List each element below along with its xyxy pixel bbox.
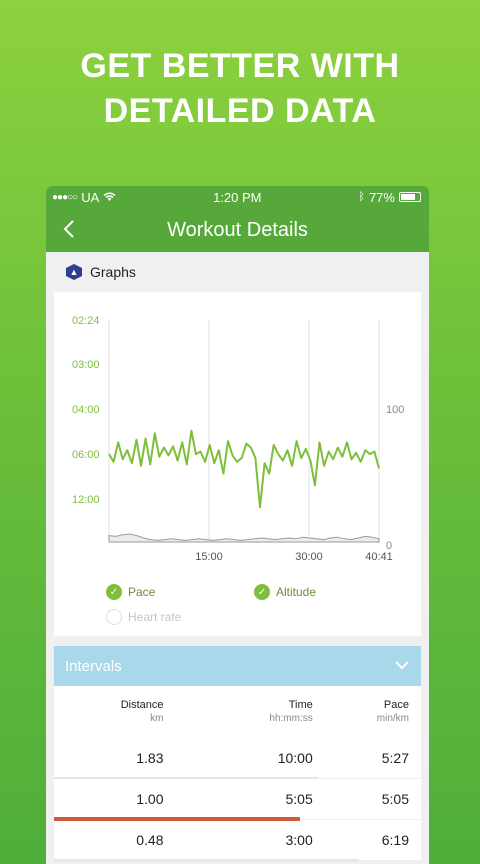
checkmark-icon: ✓ bbox=[106, 584, 122, 600]
column-label: Pace bbox=[383, 699, 409, 711]
phone-screen: ●●●○○ UA 1:20 PM ᛒ 77% Workout Details ▲… bbox=[46, 186, 429, 864]
y-axis-tick-label: 03:00 bbox=[72, 359, 100, 371]
column-pace: Pace min/km bbox=[318, 698, 421, 726]
nav-title: Workout Details bbox=[167, 218, 308, 241]
x-axis-tick-label: 15:00 bbox=[195, 551, 223, 563]
battery-percent: 77% bbox=[368, 189, 395, 205]
carrier-name: UA bbox=[81, 189, 100, 205]
graphs-section-header: ▲ Graphs bbox=[46, 252, 429, 292]
legend-heart-rate-toggle[interactable]: Heart rate bbox=[106, 609, 181, 625]
altitude-series-area bbox=[108, 533, 380, 543]
column-label: Distance bbox=[120, 699, 164, 711]
intervals-table: Distance km Time hh:mm:ss Pace min/km 1.… bbox=[54, 686, 421, 862]
status-time: 1:20 PM bbox=[213, 189, 262, 205]
cell-pace: 5:27 bbox=[381, 750, 409, 766]
table-row[interactable]: 0.48 3:00 6:19 bbox=[54, 820, 421, 862]
x-axis-tick-label: 40:41 bbox=[365, 551, 393, 563]
chevron-down-icon[interactable] bbox=[395, 657, 409, 675]
headline: GET BETTER WITH DETAILED DATA bbox=[0, 44, 480, 134]
graphs-title: Graphs bbox=[90, 264, 136, 280]
checkmark-icon: ✓ bbox=[254, 584, 270, 600]
legend-altitude-label: Altitude bbox=[276, 585, 317, 599]
legend-pace-label: Pace bbox=[128, 585, 156, 599]
cell-time: 3:00 bbox=[285, 832, 313, 848]
y-axis-right-tick-label: 0 bbox=[386, 540, 392, 552]
headline-line-1: GET BETTER WITH bbox=[80, 47, 400, 85]
headline-line-2: DETAILED DATA bbox=[103, 92, 377, 130]
cell-pace: 5:05 bbox=[381, 791, 409, 807]
interval-progress-bar bbox=[54, 859, 359, 862]
legend-pace-toggle[interactable]: ✓ Pace bbox=[106, 584, 155, 600]
y-axis-tick-label: 12:00 bbox=[72, 494, 100, 506]
signal-icon: ●●●○○ bbox=[52, 191, 78, 203]
graph-card: 02:24 03:00 04:00 06:00 12:00 100 0 15:00 30:00 4… bbox=[54, 292, 421, 636]
interval-progress-bar bbox=[54, 817, 300, 821]
y-axis-tick-label: 04:00 bbox=[72, 404, 100, 416]
status-bar: ●●●○○ UA 1:20 PM ᛒ 77% bbox=[46, 186, 429, 208]
cell-distance: 1.00 bbox=[136, 791, 164, 807]
pace-altitude-chart: 02:24 03:00 04:00 06:00 12:00 100 0 15:00 30:00 4… bbox=[72, 315, 404, 563]
bluetooth-icon: ᛒ bbox=[358, 191, 365, 203]
pace-series-line bbox=[108, 429, 380, 509]
unchecked-circle-icon bbox=[106, 609, 122, 625]
x-axis-tick-label: 30:00 bbox=[295, 551, 323, 563]
cell-distance: 0.48 bbox=[136, 832, 164, 848]
cell-distance: 1.83 bbox=[136, 750, 164, 766]
column-label: Time bbox=[288, 699, 313, 711]
intervals-header[interactable]: Intervals bbox=[54, 646, 421, 686]
nav-bar: Workout Details bbox=[46, 208, 429, 252]
legend-altitude-toggle[interactable]: ✓ Altitude bbox=[254, 584, 316, 600]
back-chevron-icon[interactable] bbox=[58, 217, 82, 241]
table-row[interactable]: 1.83 10:00 5:27 bbox=[54, 738, 421, 780]
table-header: Distance km Time hh:mm:ss Pace min/km bbox=[54, 686, 421, 738]
legend-heart-rate-label: Heart rate bbox=[128, 610, 182, 624]
table-row[interactable]: 1.00 5:05 5:05 bbox=[54, 779, 421, 821]
column-unit: hh:mm:ss bbox=[269, 713, 313, 724]
cell-time: 10:00 bbox=[277, 750, 313, 766]
y-axis-tick-label: 02:24 bbox=[72, 315, 100, 327]
battery-icon bbox=[398, 192, 421, 202]
wifi-icon bbox=[103, 192, 116, 201]
graphs-icon: ▲ bbox=[66, 264, 82, 280]
column-distance: Distance km bbox=[54, 698, 222, 726]
intervals-title: Intervals bbox=[65, 657, 122, 675]
column-unit: min/km bbox=[376, 713, 409, 724]
cell-time: 5:05 bbox=[285, 791, 313, 807]
column-unit: km bbox=[150, 713, 164, 724]
y-axis-right-tick-label: 100 bbox=[386, 404, 404, 416]
cell-pace: 6:19 bbox=[381, 832, 409, 848]
y-axis-tick-label: 06:00 bbox=[72, 449, 100, 461]
column-time: Time hh:mm:ss bbox=[222, 698, 318, 726]
interval-progress-bar bbox=[54, 777, 319, 780]
